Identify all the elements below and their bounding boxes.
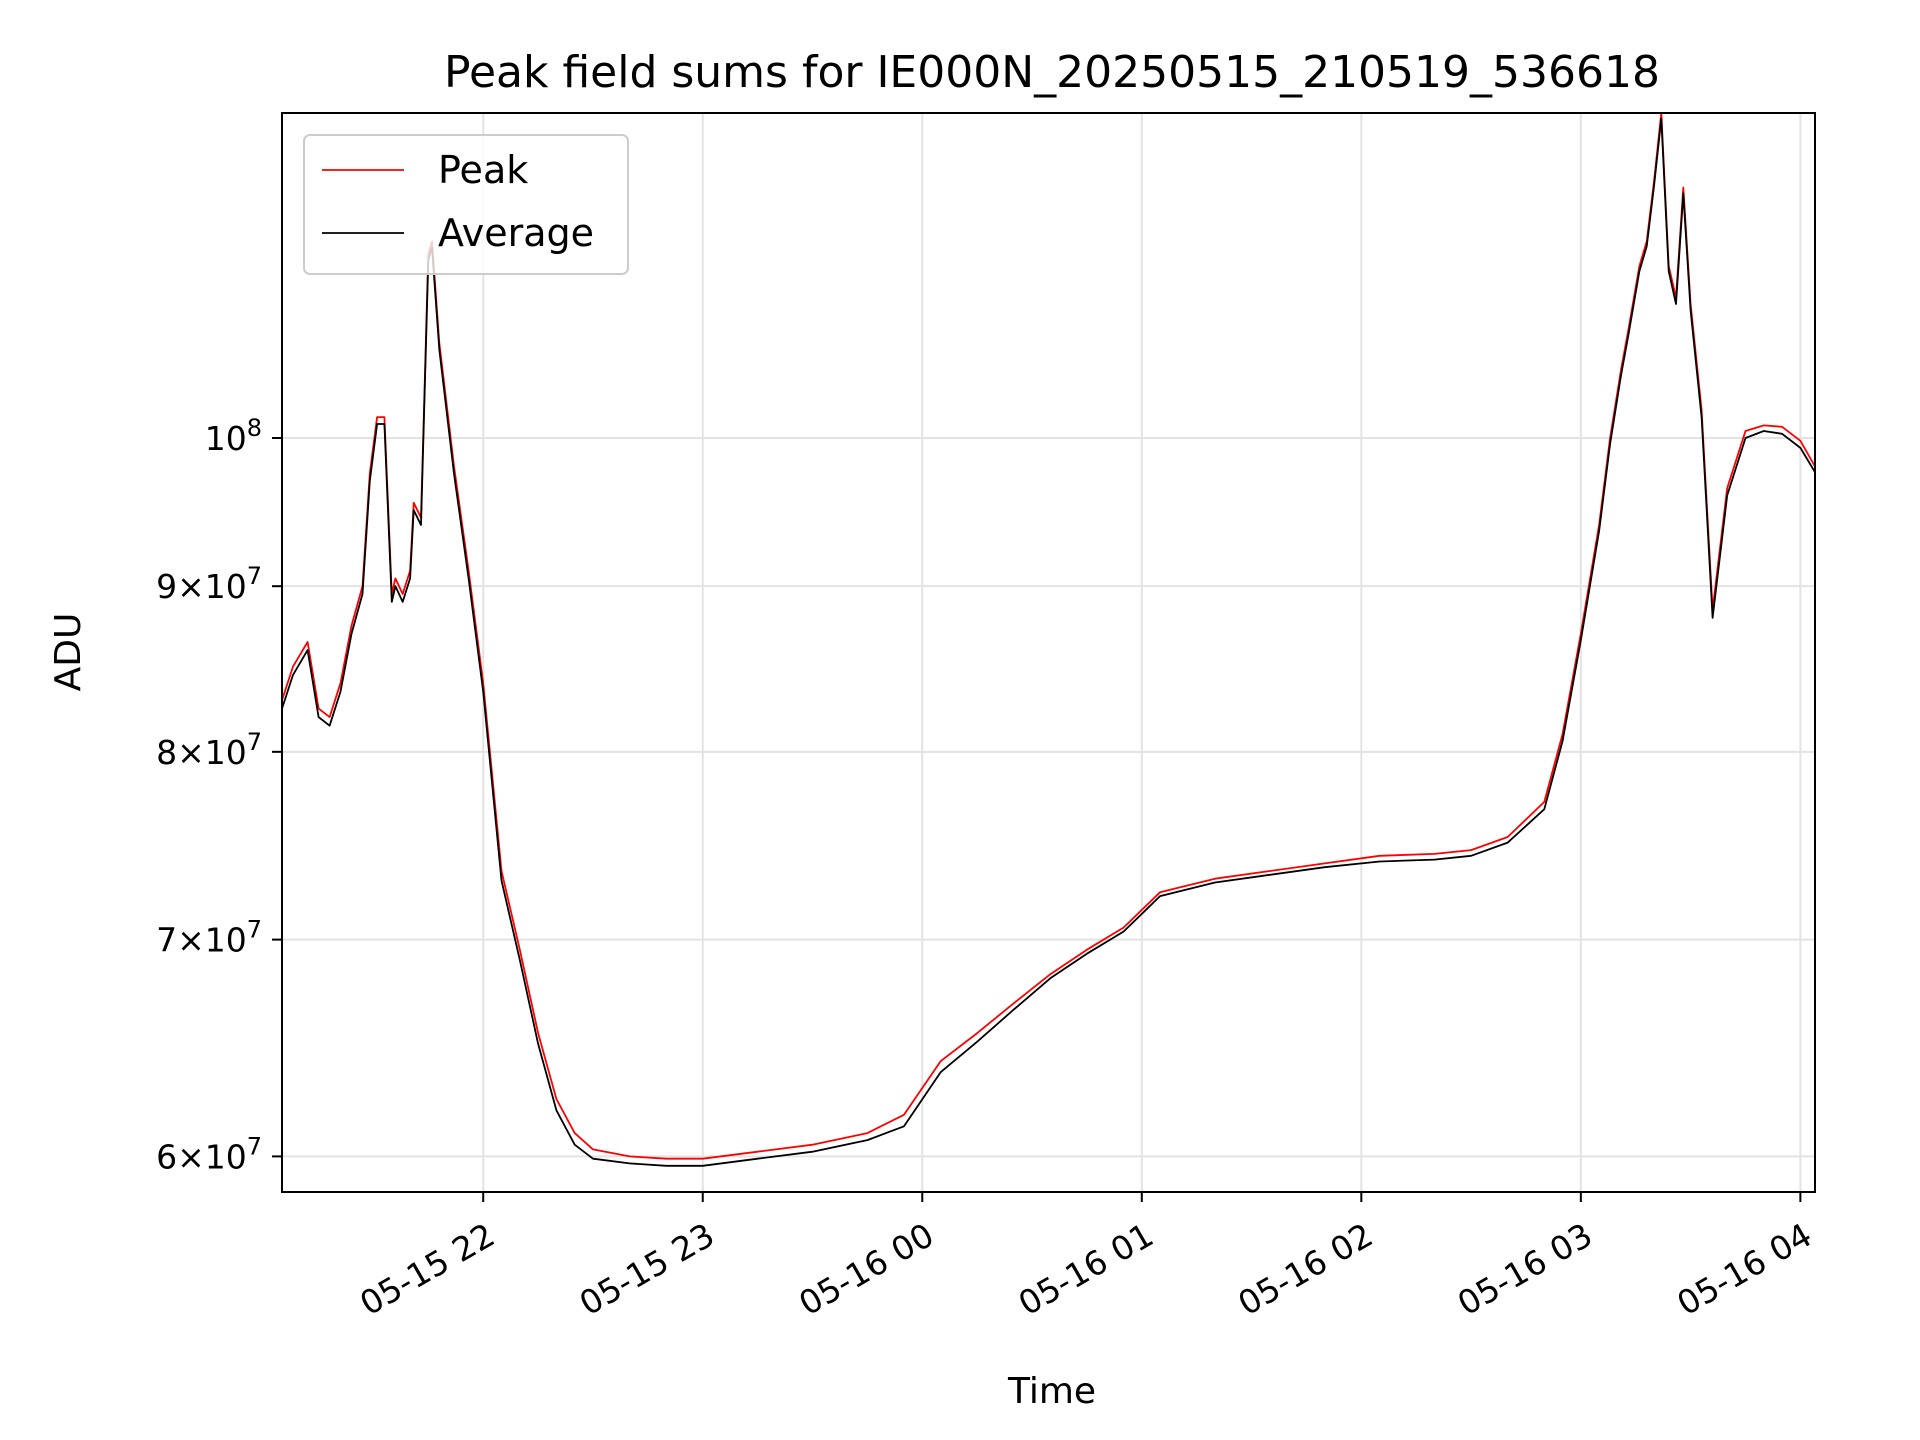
y-tick-label: 9×107 <box>156 562 262 606</box>
series-line-average <box>281 117 1816 1167</box>
legend-label-average: Average <box>438 211 594 255</box>
legend: Peak Average <box>303 134 629 275</box>
y-tick-label: 6×107 <box>156 1132 262 1176</box>
legend-label-peak: Peak <box>438 148 528 192</box>
y-axis-ticks: 6×107 7×107 8×107 9×107 108 <box>156 414 282 1176</box>
x-axis-label: Time <box>1007 1371 1096 1412</box>
plot-frame <box>281 112 1816 1193</box>
y-tick-label: 8×107 <box>156 728 262 772</box>
y-tick-label: 7×107 <box>156 916 262 960</box>
chart-title: Peak field sums for IE000N_20250515_2105… <box>444 47 1660 98</box>
y-axis-label: ADU <box>48 613 89 692</box>
y-tick-label: 108 <box>205 414 262 458</box>
